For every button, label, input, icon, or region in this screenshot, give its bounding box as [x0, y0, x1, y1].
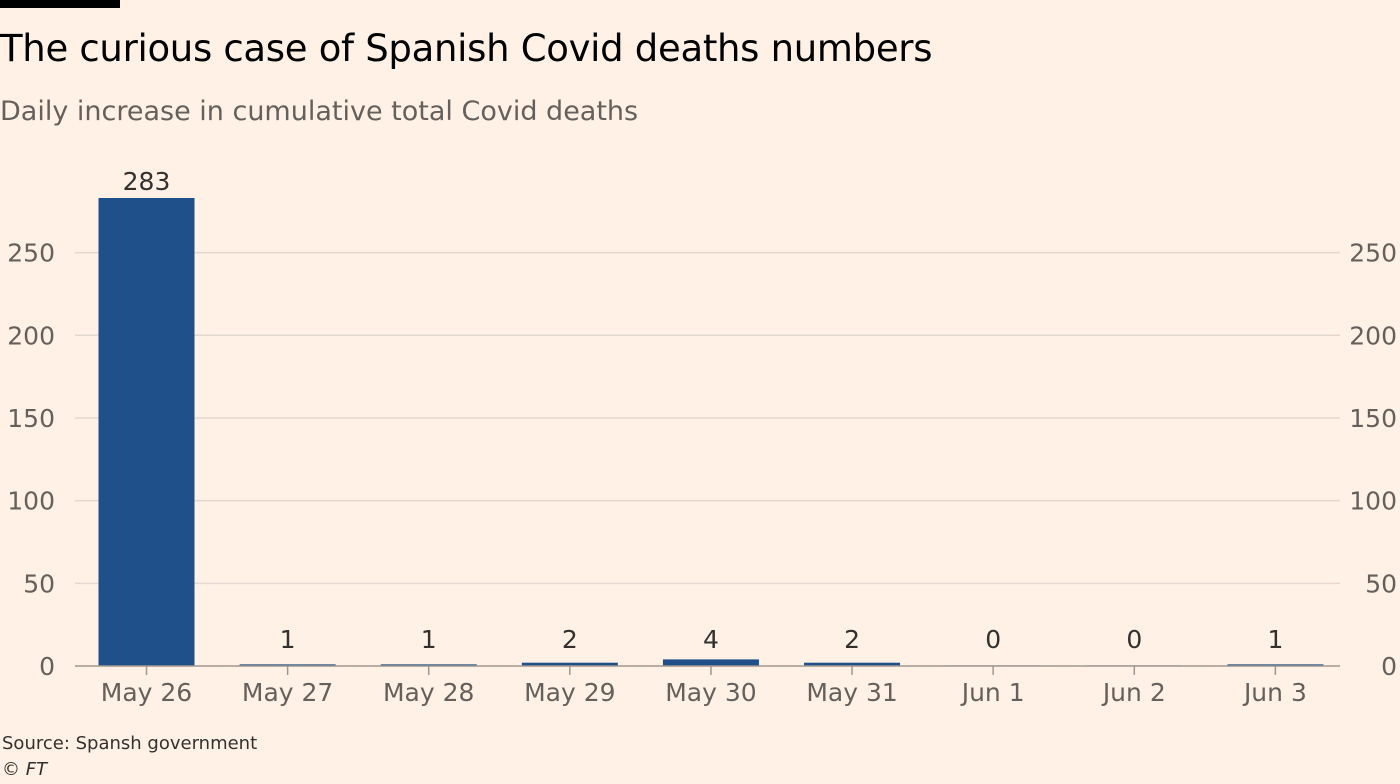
y-tick-label-right: 150 [1349, 404, 1397, 433]
bar [521, 662, 618, 666]
y-tick-label-left: 50 [23, 569, 55, 598]
x-tick-label: Jun 3 [1242, 678, 1307, 707]
x-tick-label: May 29 [524, 678, 615, 707]
x-tick-label: May 26 [101, 678, 192, 707]
x-tick-label: Jun 1 [960, 678, 1025, 707]
bar [1227, 664, 1324, 666]
y-tick-label-right: 250 [1349, 239, 1397, 268]
y-tick-label-left: 100 [7, 487, 55, 516]
x-tick-label: May 31 [806, 678, 897, 707]
data-label: 1 [280, 625, 296, 654]
data-label: 1 [1267, 625, 1283, 654]
data-label: 2 [562, 625, 578, 654]
y-tick-label-left: 200 [7, 321, 55, 350]
data-label: 0 [1126, 625, 1142, 654]
x-tick-label: May 27 [242, 678, 333, 707]
x-tick-label: Jun 2 [1101, 678, 1166, 707]
y-tick-label-right: 100 [1349, 487, 1397, 516]
y-tick-label-right: 0 [1381, 652, 1397, 681]
source-note: Source: Spansh government [2, 733, 258, 754]
data-label: 2 [844, 625, 860, 654]
chart-title: The curious case of Spanish Covid deaths… [0, 27, 933, 70]
bar [98, 198, 195, 666]
bar [239, 664, 336, 666]
y-tick-label-left: 150 [7, 404, 55, 433]
y-tick-label-right: 50 [1365, 569, 1397, 598]
data-label: 0 [985, 625, 1001, 654]
y-tick-label-left: 250 [7, 239, 55, 268]
x-tick-label: May 30 [665, 678, 756, 707]
copyright-credit: © FT [2, 759, 48, 780]
bar [662, 659, 759, 666]
data-label: 4 [703, 625, 719, 654]
brand-bar [0, 0, 120, 8]
y-tick-label-left: 0 [39, 652, 55, 681]
chart-subtitle: Daily increase in cumulative total Covid… [0, 96, 639, 127]
bar [804, 662, 901, 666]
bar [380, 664, 477, 666]
data-label: 283 [123, 167, 171, 196]
x-tick-label: May 28 [383, 678, 474, 707]
data-label: 1 [421, 625, 437, 654]
y-tick-label-right: 200 [1349, 321, 1397, 350]
